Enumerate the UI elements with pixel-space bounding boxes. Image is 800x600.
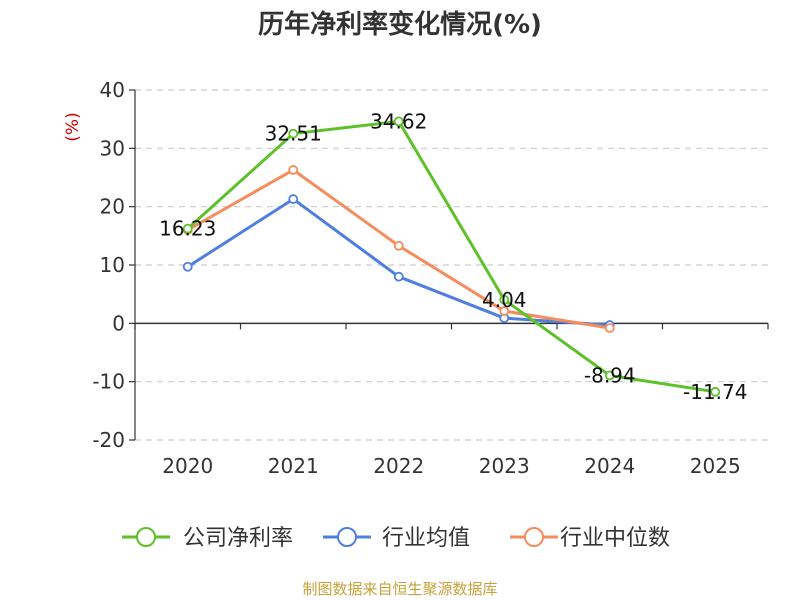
y-tick-label: -20: [92, 428, 125, 452]
x-tick-label: 2023: [479, 454, 530, 478]
legend-label: 行业均值: [382, 526, 470, 551]
legend-marker: [337, 527, 357, 547]
data-point: [288, 194, 299, 204]
data-point: [393, 271, 404, 282]
data-point: [604, 323, 615, 333]
y-tick-label: 0: [112, 311, 125, 335]
data-labels: 16.23 32.51 34.62 4.04 -8.94 -11.74: [159, 109, 747, 403]
y-tick-label: 20: [100, 195, 125, 219]
x-tick-label: 2025: [690, 454, 741, 478]
data-label: -11.74: [683, 380, 747, 404]
y-axis-label: (%): [63, 112, 83, 141]
y-tick-label: 10: [100, 253, 125, 277]
legend-marker: [136, 527, 156, 547]
source-note: 制图数据来自恒生聚源数据库: [302, 580, 498, 598]
data-point: [499, 306, 510, 316]
data-point: [604, 370, 615, 381]
series-lines: [182, 116, 721, 397]
x-tick-label: 2022: [373, 454, 424, 478]
data-point: [393, 116, 404, 127]
data-label: 4.04: [482, 288, 527, 312]
x-tick-label: 2024: [584, 454, 635, 478]
data-point: [710, 386, 721, 397]
legend: 公司净利率 行业均值 行业中位数: [122, 526, 670, 551]
series-line: [186, 197, 610, 327]
gridlines: [135, 89, 768, 441]
legend-label: 行业中位数: [560, 526, 670, 551]
data-label: 34.62: [370, 109, 427, 133]
x-tick-label: 2020: [162, 454, 213, 478]
data-label: 32.51: [265, 122, 322, 146]
data-point: [288, 128, 299, 139]
y-tick-label: -10: [92, 370, 125, 394]
data-label: -8.94: [584, 363, 636, 387]
data-point: [499, 294, 510, 305]
series-line: [186, 119, 716, 394]
data-point: [182, 223, 193, 234]
y-tick-label: 30: [100, 136, 125, 160]
data-point: [182, 261, 193, 272]
y-tick-label: 40: [100, 78, 125, 102]
legend-marker: [524, 527, 544, 547]
legend-label: 公司净利率: [183, 526, 293, 551]
x-tick-label: 2021: [268, 454, 319, 478]
chart-title: 历年净利率变化情况(%): [258, 10, 542, 40]
data-point: [288, 165, 299, 175]
axes: 40 30 20 10 0 -10 -20 2020 2021 2022 2023 2024 2025: [92, 78, 769, 478]
data-label: 16.23: [159, 217, 216, 241]
data-point: [393, 240, 404, 251]
